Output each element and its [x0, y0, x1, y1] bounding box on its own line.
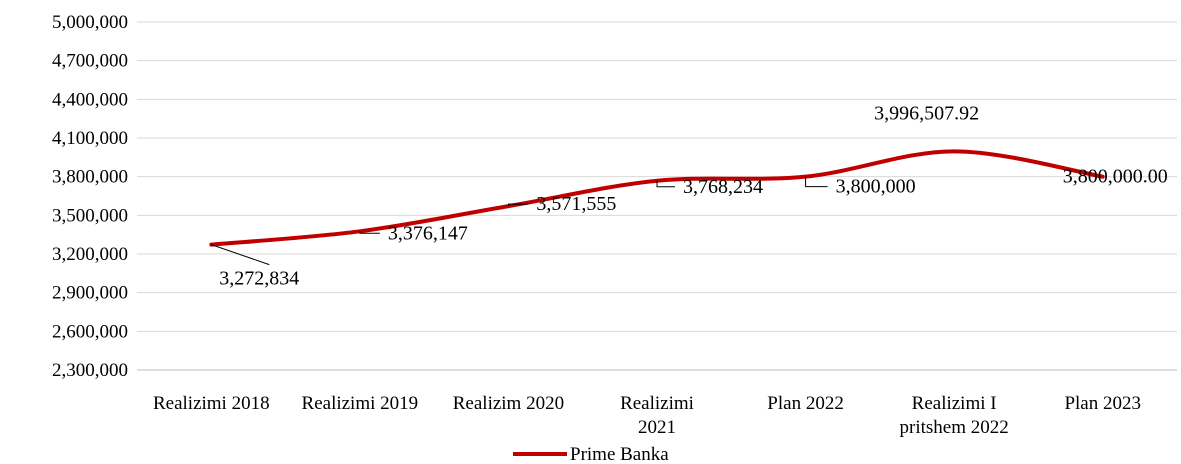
x-tick-label: Realizimi 2019 — [302, 393, 419, 414]
data-labels: 3,272,834 3,376,147 3,571,555 3,768,234 3,80… — [211, 102, 1168, 290]
gridlines — [137, 21, 1177, 332]
data-label: 3,996,507.92 — [874, 102, 979, 124]
y-tick-label: 5,000,000 — [52, 12, 128, 33]
y-tick-label: 4,400,000 — [52, 89, 128, 110]
y-tick-label: 4,700,000 — [52, 51, 128, 72]
y-tick-label: 3,500,000 — [52, 205, 128, 226]
legend: Prime Banka — [513, 444, 669, 464]
x-tick-label: pritshem 2022 — [900, 417, 1009, 438]
y-tick-label: 4,100,000 — [52, 128, 128, 149]
data-label-leader — [805, 176, 828, 188]
legend-label: Prime Banka — [570, 444, 669, 464]
data-label: 3,800,000.00 — [1063, 166, 1168, 188]
x-tick-label: Realizim 2020 — [453, 393, 564, 414]
y-tick-label: 2,300,000 — [52, 360, 128, 381]
y-tick-label: 3,200,000 — [52, 244, 128, 265]
series-line-prime-banka — [209, 149, 1105, 247]
y-axis: 5,000,000 4,700,000 4,400,000 4,100,000 3,80… — [52, 12, 128, 381]
x-tick-label: Plan 2023 — [1064, 393, 1141, 414]
x-tick-label: Plan 2022 — [767, 393, 844, 414]
x-axis: Realizimi 2018 Realizimi 2019 Realizim 202… — [137, 369, 1177, 438]
x-tick-label: Realizimi — [620, 393, 694, 414]
data-label: 3,768,234 — [683, 176, 763, 198]
data-label-leader — [507, 203, 529, 207]
data-label: 3,800,000 — [836, 176, 916, 198]
x-tick-label: Realizimi 2018 — [153, 393, 270, 414]
data-label-leader — [656, 180, 675, 188]
series-lines — [209, 149, 1105, 247]
data-label: 3,272,834 — [219, 268, 299, 290]
y-tick-label: 2,900,000 — [52, 283, 128, 304]
x-tick-label: 2021 — [638, 417, 676, 438]
x-tick-label: Realizimi I — [912, 393, 997, 414]
data-label: 3,571,555 — [536, 193, 616, 215]
y-tick-label: 3,800,000 — [52, 167, 128, 188]
y-tick-label: 2,600,000 — [52, 321, 128, 342]
data-label-leader — [211, 244, 270, 266]
data-label-leader — [359, 231, 380, 234]
data-label: 3,376,147 — [388, 222, 468, 244]
